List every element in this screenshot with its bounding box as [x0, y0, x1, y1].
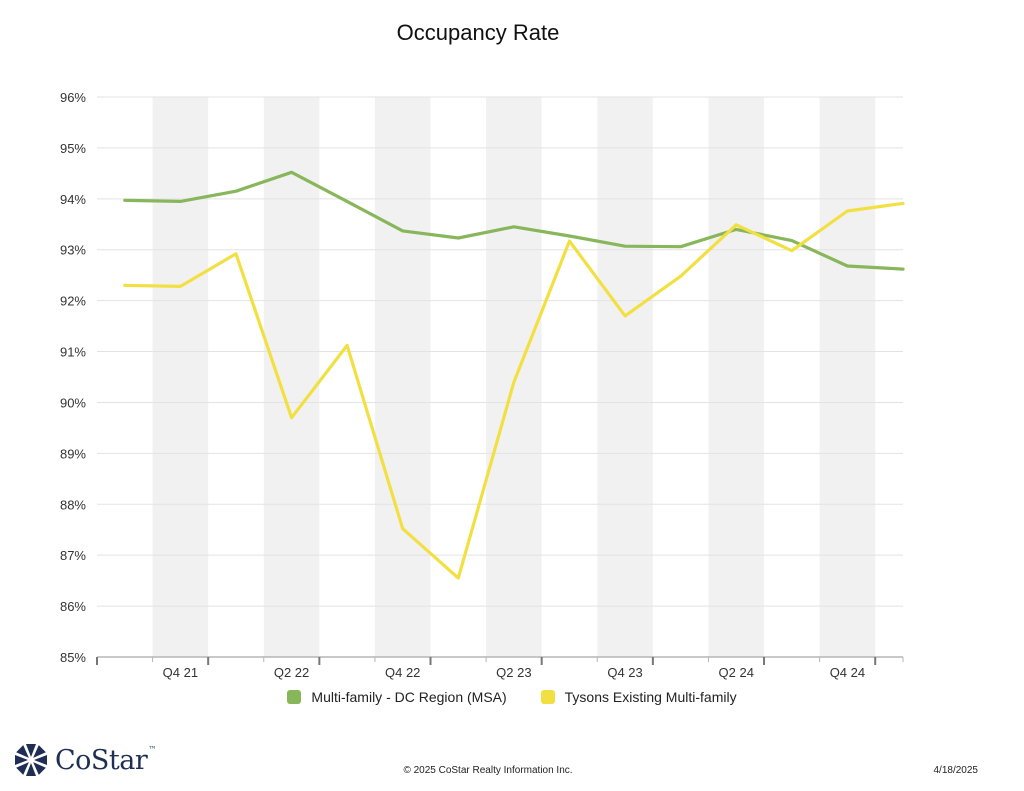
x-tick-label: Q2 23: [496, 665, 531, 680]
x-tick-label: Q4 21: [163, 665, 198, 680]
logo-petal: [33, 745, 46, 758]
logo-petal: [34, 755, 47, 765]
logo-petal: [26, 763, 36, 776]
quarter-band: [597, 97, 653, 657]
legend-label-dc-region: Multi-family - DC Region (MSA): [311, 689, 507, 705]
y-tick-label: 88%: [60, 497, 86, 512]
y-tick-label: 86%: [60, 599, 86, 614]
logo-text: CoStar: [55, 744, 148, 776]
legend-item-dc-region[interactable]: Multi-family - DC Region (MSA): [287, 689, 507, 705]
quarter-band: [708, 97, 765, 657]
costar-star-icon: [15, 744, 47, 776]
series-line-tysons: [123, 201, 905, 580]
legend-swatch-green: [287, 690, 302, 704]
y-tick-label: 96%: [60, 90, 86, 105]
x-tick-label: Q4 23: [607, 665, 642, 680]
y-tick-label: 91%: [60, 345, 86, 360]
logo-trademark: ™: [148, 744, 156, 754]
legend-swatch-yellow: [540, 690, 555, 704]
y-tick-label: 85%: [60, 650, 86, 665]
legend-item-tysons[interactable]: Tysons Existing Multi-family: [540, 689, 737, 705]
occupancy-chart: 85% 86% 87% 88% 89% 90% 91% 92% 93% 94% 95% 96% Q4 …: [60, 90, 905, 680]
quarter-band: [486, 97, 542, 657]
logo-petal: [16, 762, 29, 775]
logo-wordmark: CoStar™: [55, 745, 156, 776]
x-tick-label: Q4 24: [830, 665, 865, 680]
quarter-band: [263, 97, 320, 657]
quarter-band: [819, 97, 876, 657]
chart-title: Occupancy Rate: [396, 20, 560, 45]
footer-date: 4/18/2025: [933, 765, 979, 776]
y-tick-label: 89%: [60, 446, 86, 461]
x-tick-label: Q2 22: [274, 665, 309, 680]
legend-label-tysons: Tysons Existing Multi-family: [564, 689, 737, 705]
y-tick-label: 95%: [60, 141, 86, 156]
y-tick-label: 94%: [60, 192, 86, 207]
y-tick-label: 92%: [60, 294, 86, 309]
series-line-dc-region: [123, 170, 905, 271]
x-tick-label: Q2 24: [719, 665, 754, 680]
logo-petal: [15, 755, 28, 765]
y-tick-label: 93%: [60, 243, 86, 258]
costar-logo: CoStar™: [13, 742, 156, 778]
x-tick-label: Q4 22: [385, 665, 420, 680]
quarter-band: [152, 97, 209, 657]
logo-petal: [33, 762, 46, 775]
footer-copyright: © 2025 CoStar Realty Information Inc.: [403, 765, 573, 776]
logo-petal: [26, 744, 36, 757]
chart-legend: Multi-family - DC Region (MSA) Tysons Ex…: [0, 689, 1024, 705]
y-tick-label: 87%: [60, 548, 86, 563]
y-tick-label: 90%: [60, 395, 86, 410]
logo-petal: [16, 745, 29, 758]
quarter-band: [374, 97, 431, 657]
